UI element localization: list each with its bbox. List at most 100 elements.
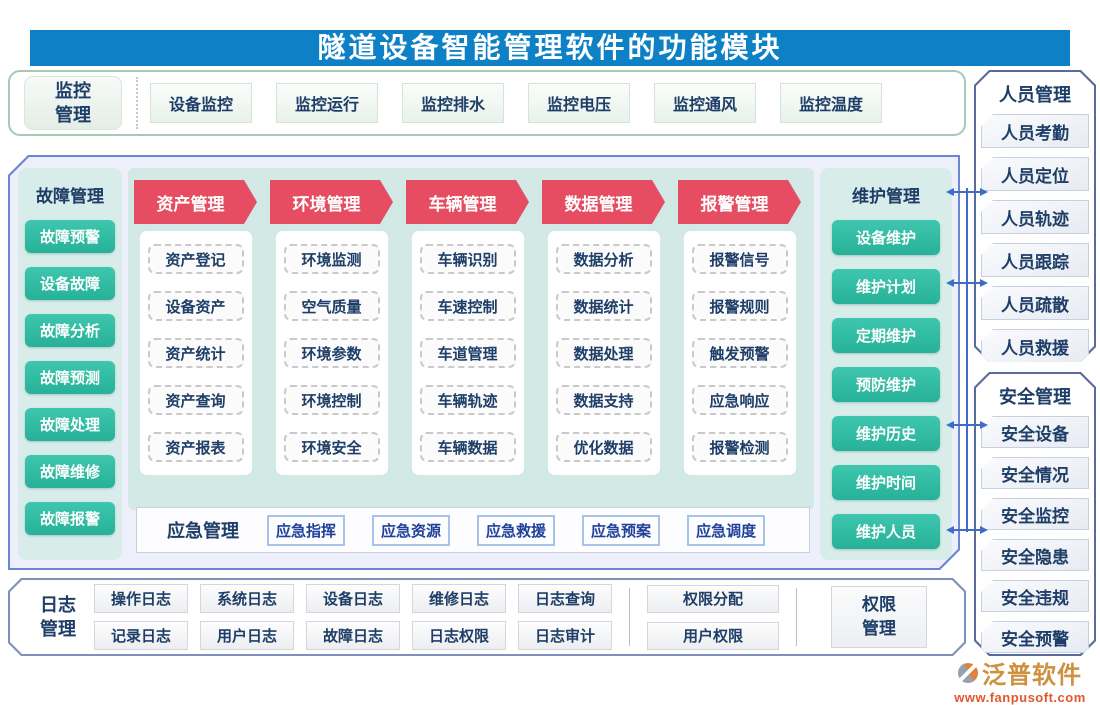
column-header-arrow[interactable]: 资产管理 [134,180,257,224]
safety-item-button[interactable]: 安全隐患 [981,539,1089,571]
function-chip[interactable]: 环境控制 [284,385,380,415]
maintenance-items: 设备维护维护计划定期维护预防维护维护历史维护时间维护人员 [832,220,940,549]
monitor-item-button[interactable]: 监控运行 [276,83,378,123]
maintenance-item-button[interactable]: 预防维护 [832,367,940,402]
column-header-arrow[interactable]: 数据管理 [542,180,665,224]
emergency-item-button[interactable]: 应急救援 [477,515,555,546]
main-panel: 故障管理 故障预警 设备故障 故障分析 故障预测 故障处理 故障维修 故障报警 资产管理 资… [8,155,960,570]
log-item-button[interactable]: 系统日志 [200,584,294,613]
emergency-item-button[interactable]: 应急调度 [687,515,765,546]
safety-item-button[interactable]: 安全监控 [981,498,1089,530]
log-item-button[interactable]: 记录日志 [94,621,188,650]
personnel-items: 人员考勤人员定位人员轨迹人员跟踪人员疏散人员救援 [981,114,1089,363]
monitor-section-label-text: 监控管理 [55,80,91,125]
fault-item-button[interactable]: 故障处理 [25,408,115,441]
column-header-arrow[interactable]: 环境管理 [270,180,393,224]
function-chip[interactable]: 触发预警 [692,338,788,368]
personnel-item-button[interactable]: 人员跟踪 [981,243,1089,277]
personnel-panel: 人员管理 人员考勤 人员定位 人员轨迹 人员跟踪 人员疏散 人员救援 [974,70,1096,362]
function-chip[interactable]: 资产统计 [148,338,244,368]
fault-item-button[interactable]: 故障报警 [25,502,115,535]
fault-item-button[interactable]: 设备故障 [25,267,115,300]
function-chip[interactable]: 数据处理 [556,338,652,368]
fault-item-button[interactable]: 故障预测 [25,361,115,394]
monitor-item-button[interactable]: 监控电压 [528,83,630,123]
function-chip[interactable]: 车速控制 [420,291,516,321]
vertical-divider [629,588,630,646]
log-item-button[interactable]: 故障日志 [306,621,400,650]
log-item-button[interactable]: 日志审计 [518,621,612,650]
log-row-1: 操作日志 系统日志 设备日志 维修日志 日志查询 [94,584,612,613]
personnel-item-button[interactable]: 人员定位 [981,157,1089,191]
emergency-items: 应急指挥 应急资源 应急救援 应急预案 应急调度 [267,515,765,546]
safety-item-button[interactable]: 安全情况 [981,457,1089,489]
function-chip[interactable]: 数据分析 [556,244,652,274]
function-chip[interactable]: 资产报表 [148,432,244,462]
safety-panel: 安全管理 安全设备 安全情况 安全监控 安全隐患 安全违规 安全预警 [974,372,1096,656]
function-chip[interactable]: 应急响应 [692,385,788,415]
column-header-arrow[interactable]: 车辆管理 [406,180,529,224]
log-item-button[interactable]: 操作日志 [94,584,188,613]
emergency-item-button[interactable]: 应急预案 [582,515,660,546]
function-chip[interactable]: 环境监测 [284,244,380,274]
permission-button[interactable]: 权限分配 [647,585,779,613]
connector-arrow [946,421,988,429]
fault-item-button[interactable]: 故障预警 [25,220,115,253]
safety-item-button[interactable]: 安全预警 [981,621,1089,653]
log-item-button[interactable]: 日志权限 [412,621,506,650]
monitor-item-button[interactable]: 监控温度 [780,83,882,123]
safety-item-button[interactable]: 安全设备 [981,416,1089,448]
log-item-button[interactable]: 日志查询 [518,584,612,613]
maintenance-item-button[interactable]: 维护计划 [832,269,940,304]
fanpu-logo-url[interactable]: www.fanpusoft.com [954,690,1086,705]
monitor-item-button[interactable]: 监控排水 [402,83,504,123]
function-chip[interactable]: 报警检测 [692,432,788,462]
function-chip[interactable]: 环境参数 [284,338,380,368]
connector-line [966,188,968,532]
fanpu-logo-text: 泛普软件 [982,662,1082,689]
log-item-button[interactable]: 设备日志 [306,584,400,613]
emergency-row: 应急管理 应急指挥 应急资源 应急救援 应急预案 应急调度 [136,507,810,553]
function-chip[interactable]: 车辆识别 [420,244,516,274]
function-chip[interactable]: 优化数据 [556,432,652,462]
vertical-divider [796,588,797,646]
monitor-item-button[interactable]: 设备监控 [150,83,252,123]
safety-item-button[interactable]: 安全违规 [981,580,1089,612]
maintenance-item-button[interactable]: 维护时间 [832,465,940,500]
maintenance-item-button[interactable]: 定期维护 [832,318,940,353]
maintenance-item-button[interactable]: 维护历史 [832,416,940,451]
permission-buttons: 权限分配 用户权限 [647,585,779,650]
safety-items: 安全设备安全情况安全监控安全隐患安全违规安全预警 [981,416,1089,653]
monitor-section-label: 监控管理 [24,76,122,130]
function-chip[interactable]: 报警规则 [692,291,788,321]
function-chip[interactable]: 环境安全 [284,432,380,462]
column-items: 车辆识别车速控制车道管理车辆轨迹车辆数据 [412,231,524,475]
function-chip[interactable]: 车道管理 [420,338,516,368]
fault-item-button[interactable]: 故障分析 [25,314,115,347]
emergency-item-button[interactable]: 应急指挥 [267,515,345,546]
function-chip[interactable]: 资产登记 [148,244,244,274]
log-item-button[interactable]: 用户日志 [200,621,294,650]
personnel-item-button[interactable]: 人员救援 [981,329,1089,363]
function-chip[interactable]: 设备资产 [148,291,244,321]
column-items: 资产登记设备资产资产统计资产查询资产报表 [140,231,252,475]
function-chip[interactable]: 数据支持 [556,385,652,415]
monitor-item-button[interactable]: 监控通风 [654,83,756,123]
log-item-button[interactable]: 维修日志 [412,584,506,613]
function-chip[interactable]: 空气质量 [284,291,380,321]
personnel-item-button[interactable]: 人员疏散 [981,286,1089,320]
function-chip[interactable]: 报警信号 [692,244,788,274]
fanpu-logo-icon [958,662,978,683]
maintenance-item-button[interactable]: 维护人员 [832,514,940,549]
maintenance-item-button[interactable]: 设备维护 [832,220,940,255]
function-chip[interactable]: 资产查询 [148,385,244,415]
emergency-item-button[interactable]: 应急资源 [372,515,450,546]
column-header-arrow[interactable]: 报警管理 [678,180,801,224]
personnel-item-button[interactable]: 人员考勤 [981,114,1089,148]
function-chip[interactable]: 车辆轨迹 [420,385,516,415]
permission-button[interactable]: 用户权限 [647,622,779,650]
function-chip[interactable]: 车辆数据 [420,432,516,462]
personnel-item-button[interactable]: 人员轨迹 [981,200,1089,234]
fault-item-button[interactable]: 故障维修 [25,455,115,488]
function-chip[interactable]: 数据统计 [556,291,652,321]
